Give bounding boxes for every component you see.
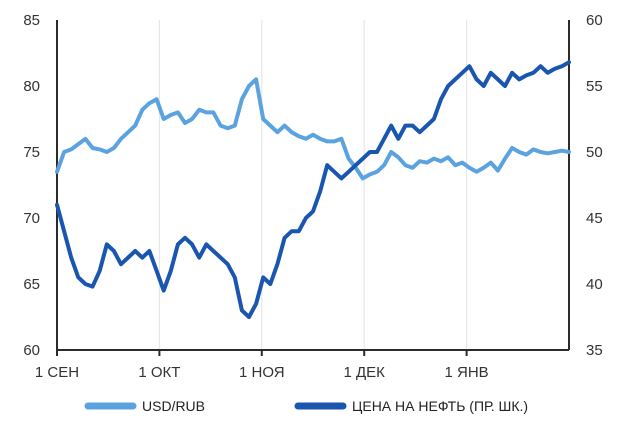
x-tick-label: 1 ЯНВ (445, 364, 489, 381)
series-line-2 (55, 60, 571, 319)
y-right-tick-label: 45 (586, 210, 603, 227)
y-left-tick-label: 70 (23, 210, 40, 227)
x-tick-label: 1 СЕН (35, 364, 79, 381)
y-left-tick-label: 75 (23, 144, 40, 161)
y-left-tick-label: 85 (23, 12, 40, 29)
y-left-tick-label: 65 (23, 276, 40, 293)
y-right-tick-label: 50 (586, 144, 603, 161)
y-right-tick-label: 60 (586, 12, 603, 29)
y-right-tick-label: 35 (586, 342, 603, 359)
legend-label: ЦЕНА НА НЕФТЬ (ПР. ШК.) (352, 398, 528, 414)
y-right-tick-label: 55 (586, 78, 603, 95)
x-tick-label: 1 НОЯ (239, 364, 285, 381)
x-tick-label: 1 ДЕК (343, 364, 385, 381)
y-right-tick-label: 40 (586, 276, 603, 293)
legend-label: USD/RUB (142, 398, 205, 414)
y-left-tick-label: 80 (23, 78, 40, 95)
y-left-tick-label: 60 (23, 342, 40, 359)
x-tick-label: 1 ОКТ (138, 364, 180, 381)
series-line-1 (55, 77, 571, 181)
